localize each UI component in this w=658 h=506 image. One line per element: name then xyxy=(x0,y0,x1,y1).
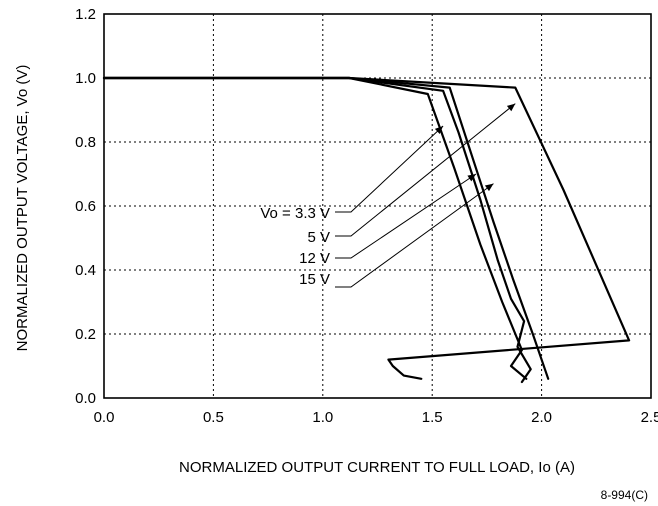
y-tick-label: 0.6 xyxy=(75,198,96,215)
plot-frame xyxy=(103,13,652,399)
x-tick-label: 0.0 xyxy=(94,409,115,426)
leader-lines xyxy=(335,103,516,288)
y-tick-label: 0.4 xyxy=(75,262,96,279)
leader-arrowhead xyxy=(484,183,494,192)
curve-series-3 xyxy=(102,76,631,380)
y-axis-title: NORMALIZED OUTPUT VOLTAGE, Vo (V) xyxy=(14,65,31,352)
x-tick-label: 2.5 xyxy=(641,409,658,426)
annotation-5v: 5 V xyxy=(307,229,330,246)
leader-line-1 xyxy=(335,103,516,237)
annotation-3v3: Vo = 3.3 V xyxy=(260,205,330,222)
y-tick-label: 0.2 xyxy=(75,326,96,343)
x-axis-title: NORMALIZED OUTPUT CURRENT TO FULL LOAD, … xyxy=(179,459,575,476)
y-tick-labels: 0.0 0.2 0.4 0.6 0.8 1.0 1.2 xyxy=(75,6,96,407)
x-tick-labels: 0.0 0.5 1.0 1.5 2.0 2.5 xyxy=(94,409,658,426)
y-tick-label: 1.2 xyxy=(75,6,96,23)
leader-line-3 xyxy=(335,183,494,288)
leader-line-0 xyxy=(335,125,444,213)
leader-arrowhead xyxy=(434,126,444,134)
leader-arrowhead xyxy=(467,174,476,182)
annotation-12v: 12 V xyxy=(299,250,330,267)
curve-series-2 xyxy=(102,76,532,384)
x-tick-label: 1.5 xyxy=(422,409,443,426)
leader-arrowhead xyxy=(506,103,516,112)
curve-series-0 xyxy=(102,76,528,380)
x-tick-label: 2.0 xyxy=(531,409,552,426)
leader-line-2 xyxy=(335,173,477,259)
y-tick-label: 0.0 xyxy=(75,390,96,407)
y-tick-label: 0.8 xyxy=(75,134,96,151)
grid-lines xyxy=(104,14,651,398)
y-tick-label: 1.0 xyxy=(75,70,96,87)
x-tick-label: 0.5 xyxy=(203,409,224,426)
curves xyxy=(102,76,631,384)
figure-id: 8-994(C) xyxy=(601,488,648,502)
x-tick-label: 1.0 xyxy=(312,409,333,426)
annotation-15v: 15 V xyxy=(299,271,330,288)
